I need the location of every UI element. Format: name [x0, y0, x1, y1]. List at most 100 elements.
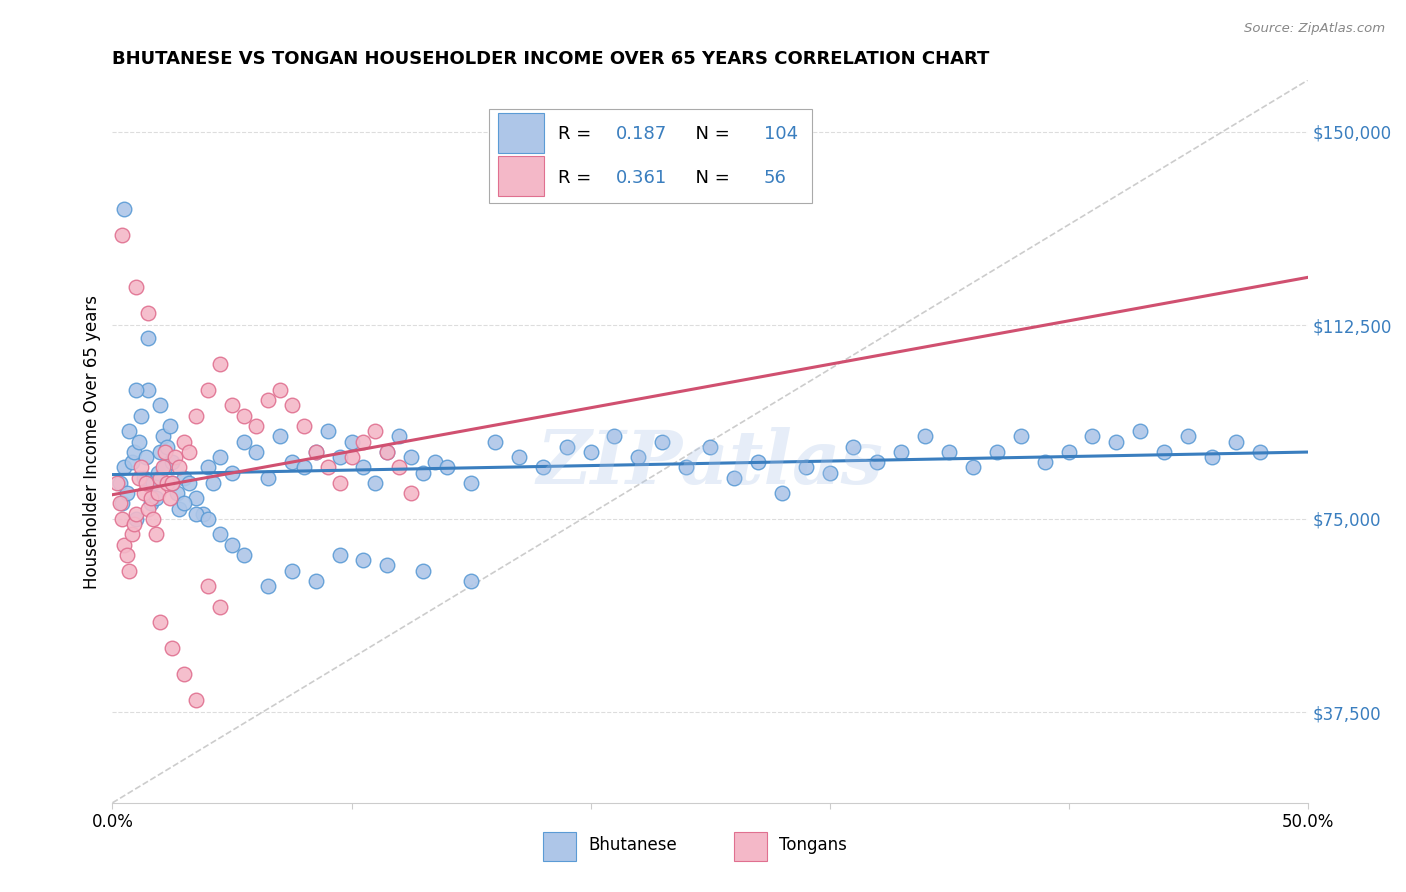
Point [162, 475, 183, 490]
Text: R =: R = [558, 126, 598, 144]
Point [209, 527, 232, 541]
Point [114, 460, 135, 475]
Point [412, 564, 434, 578]
Point [401, 486, 423, 500]
Point [257, 579, 280, 593]
Point [186, 692, 208, 706]
Point [1010, 429, 1032, 443]
Point [699, 440, 721, 454]
Point [329, 450, 352, 464]
Point [114, 538, 135, 552]
Point [292, 419, 315, 434]
Point [149, 398, 172, 412]
Point [794, 460, 817, 475]
Point [209, 599, 232, 614]
Text: BHUTANESE VS TONGAN HOUSEHOLDER INCOME OVER 65 YEARS CORRELATION CHART: BHUTANESE VS TONGAN HOUSEHOLDER INCOME O… [112, 50, 990, 68]
Point [111, 228, 134, 243]
Point [153, 460, 176, 475]
Point [377, 445, 399, 459]
Point [129, 409, 152, 423]
Point [156, 475, 179, 490]
Point [135, 450, 157, 464]
Point [114, 202, 135, 217]
Text: N =: N = [683, 169, 735, 186]
Point [186, 491, 208, 506]
Point [292, 460, 315, 475]
Point [508, 450, 530, 464]
Point [193, 507, 215, 521]
Point [132, 470, 155, 484]
FancyBboxPatch shape [499, 156, 544, 196]
Point [425, 455, 447, 469]
Point [111, 496, 134, 510]
Point [329, 548, 352, 562]
Point [146, 486, 169, 500]
Text: N =: N = [683, 126, 735, 144]
Point [245, 445, 267, 459]
Point [169, 501, 191, 516]
Point [1105, 434, 1128, 449]
Point [197, 460, 219, 475]
Point [1201, 450, 1223, 464]
FancyBboxPatch shape [734, 831, 768, 861]
Point [115, 486, 138, 500]
Point [139, 491, 162, 506]
Point [135, 475, 157, 490]
Text: ZIPatlas: ZIPatlas [537, 427, 883, 500]
Point [221, 466, 243, 480]
Point [233, 434, 256, 449]
Point [257, 393, 280, 408]
Point [938, 445, 960, 459]
Point [197, 383, 219, 397]
Point [169, 460, 191, 475]
Text: 0.187: 0.187 [616, 126, 666, 144]
Point [186, 409, 208, 423]
Point [129, 460, 152, 475]
Point [747, 455, 769, 469]
Point [1249, 445, 1271, 459]
Point [269, 429, 291, 443]
Point [305, 574, 328, 588]
Point [1225, 434, 1247, 449]
Point [118, 564, 141, 578]
FancyBboxPatch shape [499, 112, 544, 153]
Point [281, 564, 304, 578]
Text: 0.361: 0.361 [616, 169, 666, 186]
Point [138, 501, 160, 516]
Point [866, 455, 889, 469]
Point [159, 419, 181, 434]
Point [177, 445, 200, 459]
Point [353, 460, 375, 475]
Y-axis label: Householder Income Over 65 years: Householder Income Over 65 years [83, 294, 101, 589]
Point [122, 445, 145, 459]
Point [128, 470, 150, 484]
Point [281, 398, 304, 412]
Point [125, 512, 148, 526]
Point [111, 512, 134, 526]
Point [125, 507, 148, 521]
Point [105, 475, 128, 490]
Point [121, 527, 143, 541]
Point [914, 429, 936, 443]
Point [173, 496, 195, 510]
Point [197, 512, 219, 526]
Point [340, 450, 363, 464]
Point [353, 553, 375, 567]
Point [770, 486, 793, 500]
Point [377, 558, 399, 573]
Point [1057, 445, 1080, 459]
Text: R =: R = [558, 169, 598, 186]
Point [162, 475, 183, 490]
Point [340, 434, 363, 449]
Point [579, 445, 602, 459]
Point [388, 429, 411, 443]
Point [122, 517, 145, 532]
Point [401, 450, 423, 464]
Point [986, 445, 1008, 459]
Point [651, 434, 673, 449]
Point [962, 460, 984, 475]
Text: Tongans: Tongans [779, 836, 848, 854]
Point [1129, 424, 1152, 438]
Point [118, 424, 141, 438]
Point [149, 445, 172, 459]
